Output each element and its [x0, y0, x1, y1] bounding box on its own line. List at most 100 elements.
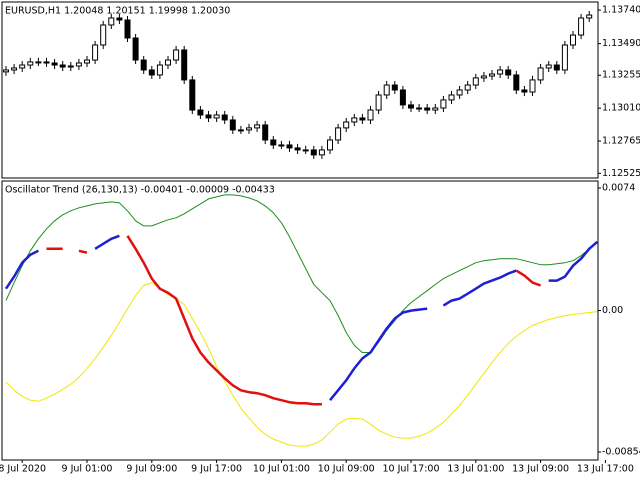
candle-body [472, 77, 479, 86]
candle-body [19, 64, 26, 69]
oscillator-line [5, 282, 598, 447]
candle-body [51, 62, 58, 66]
candle-body [480, 75, 487, 79]
candle-body [148, 69, 155, 76]
candle-body [205, 114, 212, 119]
candle-body [67, 65, 74, 68]
x-tick-label: 9 Jul 17:00 [191, 464, 242, 475]
x-tick-label: 9 Jul 09:00 [126, 464, 177, 475]
oscillator-line [46, 235, 542, 406]
candle-body [3, 69, 9, 73]
candle-body [432, 107, 439, 111]
candle-body [489, 73, 495, 77]
candle-body [116, 17, 123, 21]
candle-body [537, 67, 544, 81]
candle-body [262, 124, 269, 141]
candle-body [448, 94, 455, 101]
oscillator-line [4, 234, 599, 401]
candle-body [521, 89, 528, 93]
x-tick-label: 10 Jul 09:00 [318, 464, 375, 475]
candle-body [35, 61, 42, 64]
candle-body [229, 119, 236, 131]
candle-body [408, 104, 414, 109]
candle-body [84, 59, 90, 64]
candle-body [424, 107, 431, 111]
candle-body [464, 84, 471, 91]
panel-title: Oscillator Trend (26,130,13) -0.00401 -0… [5, 185, 275, 196]
candle-body [553, 64, 560, 71]
candle-body [92, 44, 99, 61]
candle-body [294, 147, 301, 151]
y-tick-label: 1.12525 [602, 168, 640, 179]
candle-body [181, 49, 188, 81]
y-tick-label: 1.12765 [602, 136, 640, 147]
candle-body [43, 61, 50, 64]
candle-body [246, 127, 252, 131]
y-tick-label: 1.13740 [602, 5, 640, 16]
candle-body [416, 107, 423, 110]
candle-body [570, 34, 576, 46]
y-tick-label: 1.13490 [602, 38, 640, 49]
candle-body [140, 59, 147, 71]
panel-frame [1, 1, 599, 179]
candle-body [513, 74, 520, 91]
candle-body [351, 117, 358, 123]
candle-body [505, 69, 512, 76]
y-tick-label: 1.13255 [602, 70, 640, 81]
x-tick-label: 10 Jul 01:00 [253, 464, 310, 475]
candle-body [59, 64, 66, 68]
x-tick-label: 13 Jul 17:00 [577, 464, 634, 475]
candle-body [27, 61, 34, 66]
candle-body [165, 59, 171, 66]
candle-body [108, 17, 115, 26]
candle-body [578, 17, 585, 36]
candle-body [318, 149, 325, 156]
candle-body [173, 49, 180, 61]
candle-body [254, 124, 261, 129]
panel-title: EURUSD,H1 1.20048 1.20151 1.19998 1.2003… [5, 6, 230, 17]
candle-body [75, 62, 82, 67]
x-tick-label: 13 Jul 09:00 [512, 464, 569, 475]
candle-body [399, 89, 406, 106]
panel-frame [1, 180, 599, 461]
candle-body [278, 144, 285, 147]
candle-body [561, 44, 568, 71]
candle-body [100, 24, 107, 46]
candle-body [124, 19, 131, 39]
candle-body [586, 14, 593, 19]
y-tick-label: 1.13010 [602, 103, 640, 114]
candle-body [545, 64, 552, 69]
candle-body [383, 84, 390, 96]
y-tick-label: 0.0074 [602, 182, 635, 193]
candle-body [310, 149, 317, 156]
y-tick-label: 0.00 [602, 305, 623, 316]
x-tick-label: 9 Jul 01:00 [62, 464, 113, 475]
candle-body [335, 127, 342, 141]
x-tick-label: 8 Jul 2020 [0, 464, 46, 475]
candle-body [221, 114, 228, 121]
candle-body [456, 89, 463, 96]
candle-body [327, 139, 333, 151]
candle-body [302, 149, 309, 152]
y-tick-label: -0.00854 [602, 447, 640, 458]
oscillator-line [5, 194, 598, 353]
candle-body [440, 99, 447, 109]
candle-body [197, 109, 204, 116]
x-tick-label: 10 Jul 17:00 [383, 464, 440, 475]
candle-body [270, 139, 277, 146]
candle-body [213, 114, 220, 119]
candle-body [156, 64, 163, 76]
candle-body [375, 94, 382, 111]
candle-body [497, 69, 504, 75]
candle-body [391, 84, 398, 91]
candle-body [359, 117, 366, 121]
candle-body [11, 67, 18, 71]
candle-body [529, 79, 536, 93]
candle-body [132, 37, 139, 61]
x-tick-label: 13 Jul 01:00 [447, 464, 504, 475]
candle-body [189, 79, 196, 111]
candle-body [286, 144, 293, 149]
candle-body [237, 129, 244, 132]
